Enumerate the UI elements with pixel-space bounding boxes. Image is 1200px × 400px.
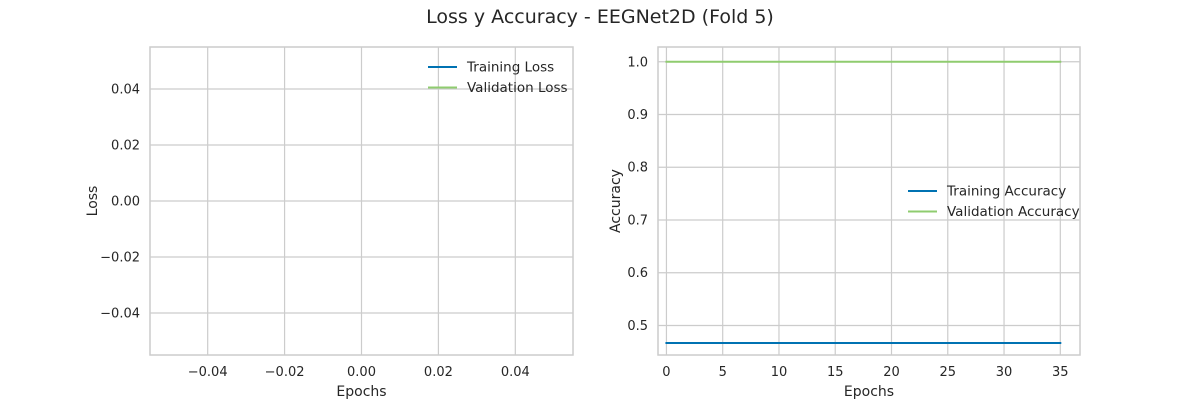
legend-label-0: Training Accuracy — [946, 184, 1066, 200]
loss-chart: −0.04 −0.02 0.00 0.02 0.04 −0.04 −0.02 0.00 0.02… — [85, 46, 574, 400]
x-axis-label: Epochs — [336, 384, 386, 400]
y-tick-label: 0.6 — [627, 266, 648, 281]
x-tick-label: 20 — [883, 365, 900, 380]
y-tick-label: 0.8 — [627, 161, 648, 176]
axes-frame — [657, 46, 1081, 356]
x-axis-label: Epochs — [844, 384, 894, 400]
x-tick-label: 10 — [771, 365, 788, 380]
y-tick-label: 0.7 — [627, 213, 648, 228]
y-tick-label: 0.00 — [111, 195, 140, 210]
y-axis-label: Loss — [85, 186, 101, 217]
x-tick-label: 0 — [662, 365, 670, 380]
x-tick-label: −0.02 — [265, 365, 305, 380]
axes-frame — [149, 46, 574, 356]
y-tick-label: 0.04 — [111, 83, 140, 98]
x-tick-label: 35 — [1052, 365, 1069, 380]
x-tick-label: −0.04 — [188, 365, 228, 380]
x-tick-label: 15 — [827, 365, 844, 380]
x-tick-label: 0.02 — [424, 365, 453, 380]
legend-label-0: Training Loss — [466, 60, 554, 76]
legend-label-1: Validation Loss — [467, 80, 568, 96]
accuracy-chart: 0 5 10 15 20 25 30 35 0.5 0.6 0.7 0.8 0.9 1.0 Epochs Ac… — [608, 46, 1081, 400]
x-tick-label: 25 — [939, 365, 956, 380]
x-tick-label: 5 — [719, 365, 727, 380]
y-tick-label: −0.02 — [100, 251, 140, 266]
y-tick-label: 0.5 — [627, 319, 648, 334]
x-tick-label: 0.04 — [501, 365, 530, 380]
x-tick-label: 0.00 — [347, 365, 376, 380]
y-axis-label: Accuracy — [608, 169, 624, 233]
y-tick-label: −0.04 — [100, 307, 140, 322]
figure-title: Loss y Accuracy - EEGNet2D (Fold 5) — [426, 6, 774, 28]
x-tick-label: 30 — [996, 365, 1013, 380]
y-tick-label: 1.0 — [627, 55, 648, 70]
y-tick-label: 0.9 — [627, 108, 648, 123]
y-tick-label: 0.02 — [111, 139, 140, 154]
legend-label-1: Validation Accuracy — [947, 204, 1080, 220]
